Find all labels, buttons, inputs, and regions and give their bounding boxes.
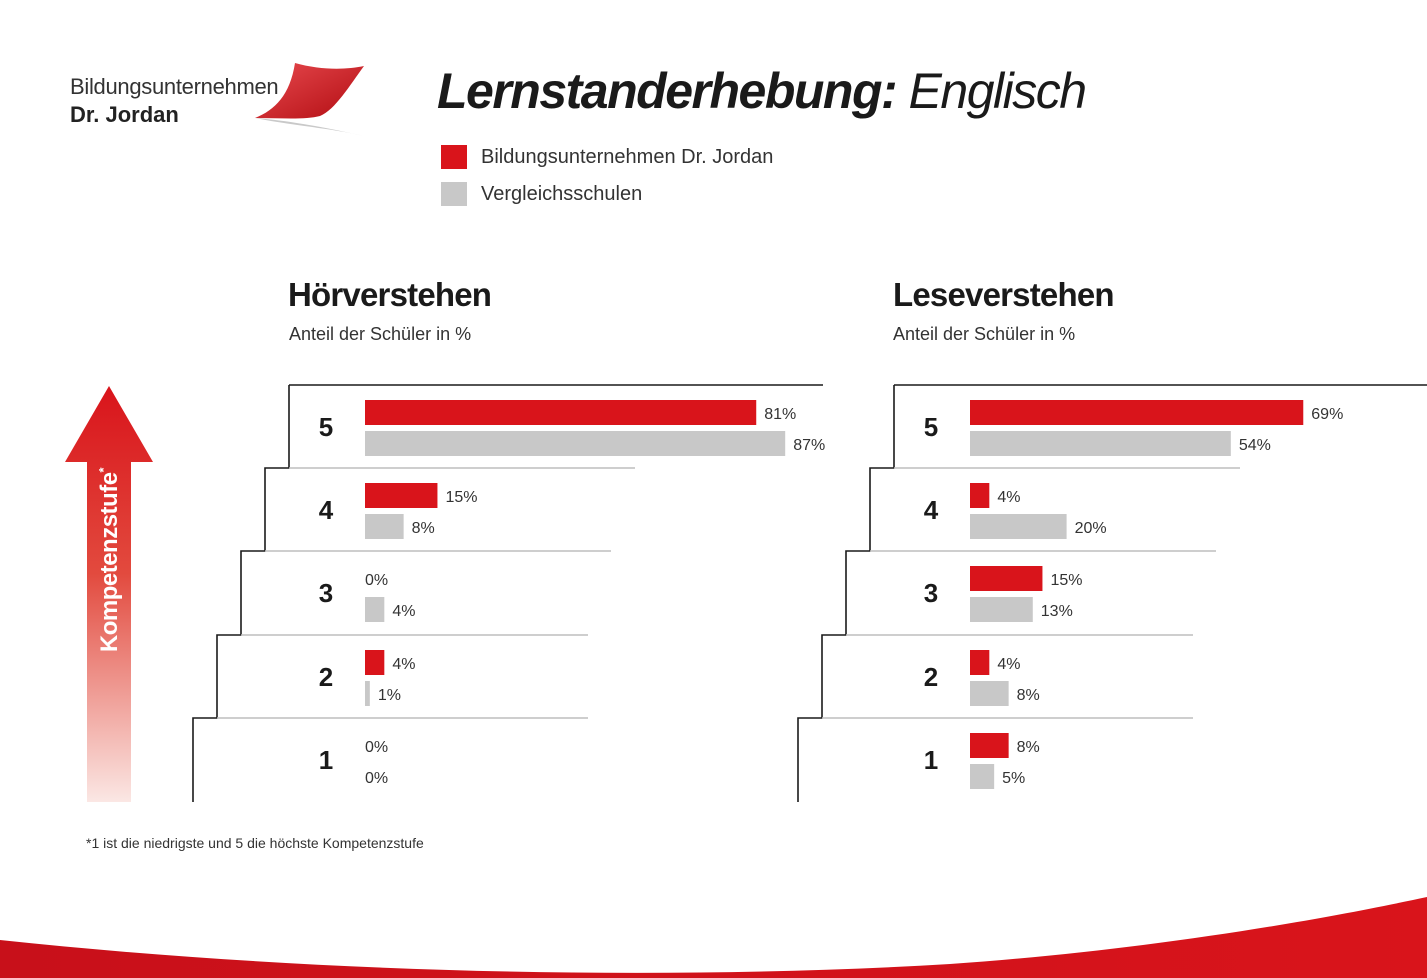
category-label: 2 (924, 662, 938, 692)
bar (970, 514, 1067, 539)
axis-label-text: Kompetenzstufe (96, 472, 123, 653)
bar (970, 764, 995, 789)
legend-item-vergleichsschulen: Vergleichsschulen (441, 181, 642, 207)
bar (970, 483, 990, 508)
data-label: 5% (1002, 770, 1025, 787)
data-label: 8% (1017, 687, 1040, 704)
axis-label-marker: * (96, 467, 111, 473)
category-label: 1 (319, 745, 333, 775)
data-label: 15% (445, 489, 477, 506)
stair-outline (797, 385, 895, 802)
chart-subtitle-hoerverstehen: Anteil der Schüler in % (289, 324, 472, 344)
legend-swatch-gray (441, 182, 467, 206)
category-label: 4 (924, 495, 939, 525)
data-label: 81% (764, 406, 796, 423)
category-label: 5 (319, 412, 333, 442)
data-label: 4% (392, 603, 415, 620)
bar (970, 400, 1304, 425)
bar (365, 650, 385, 675)
bar (970, 733, 1009, 758)
legend-label: Bildungsunternehmen Dr. Jordan (481, 145, 774, 168)
legend-item-dr-jordan: Bildungsunternehmen Dr. Jordan (441, 144, 773, 170)
logo-text-line1: Bildungsunternehmen (70, 74, 279, 99)
bar (365, 400, 757, 425)
logo-text-line2: Dr. Jordan (70, 102, 179, 127)
data-label: 0% (365, 770, 388, 787)
data-label: 4% (392, 656, 415, 673)
data-label: 0% (365, 739, 388, 756)
bar (970, 650, 990, 675)
category-label: 3 (924, 578, 938, 608)
kompetenz-arrow-icon (65, 386, 153, 802)
data-label: 8% (1017, 739, 1040, 756)
bar (365, 681, 370, 706)
data-label: 54% (1239, 437, 1271, 454)
page-title: Lernstanderhebung: Englisch (437, 62, 1088, 120)
data-label: 87% (793, 437, 825, 454)
bar (970, 597, 1033, 622)
data-label: 13% (1041, 603, 1073, 620)
data-label: 4% (997, 489, 1020, 506)
chart-subtitle-leseverstehen: Anteil der Schüler in % (893, 324, 1076, 344)
data-label: 0% (365, 572, 388, 589)
data-label: 8% (412, 520, 435, 537)
category-label: 4 (319, 495, 334, 525)
bar (365, 514, 404, 539)
bar (365, 483, 438, 508)
chart-title-leseverstehen: Leseverstehen (893, 276, 1115, 313)
bar (365, 431, 786, 456)
data-label: 20% (1075, 520, 1107, 537)
bar (365, 597, 385, 622)
data-label: 4% (997, 656, 1020, 673)
data-label: 15% (1050, 572, 1082, 589)
stair-outline (192, 385, 290, 802)
bar (970, 566, 1043, 591)
title-light: Englisch (908, 63, 1088, 119)
bar (970, 681, 1009, 706)
legend-swatch-red (441, 145, 467, 169)
category-label: 3 (319, 578, 333, 608)
bottom-wave-decoration (0, 897, 1427, 978)
legend-label: Vergleichsschulen (481, 182, 643, 205)
data-label: 69% (1311, 406, 1343, 423)
bar (970, 431, 1231, 456)
category-label: 2 (319, 662, 333, 692)
title-bold: Lernstanderhebung: (437, 63, 898, 119)
logo-swoosh-icon (255, 63, 364, 136)
category-label: 1 (924, 745, 938, 775)
chart-title-hoerverstehen: Hörverstehen (288, 276, 492, 313)
company-logo: Bildungsunternehmen Dr. Jordan (70, 63, 370, 147)
data-label: 1% (378, 687, 401, 704)
footnote: *1 ist die niedrigste und 5 die höchste … (86, 835, 424, 851)
axis-label-kompetenzstufe: Kompetenzstufe* (96, 468, 124, 652)
category-label: 5 (924, 412, 938, 442)
